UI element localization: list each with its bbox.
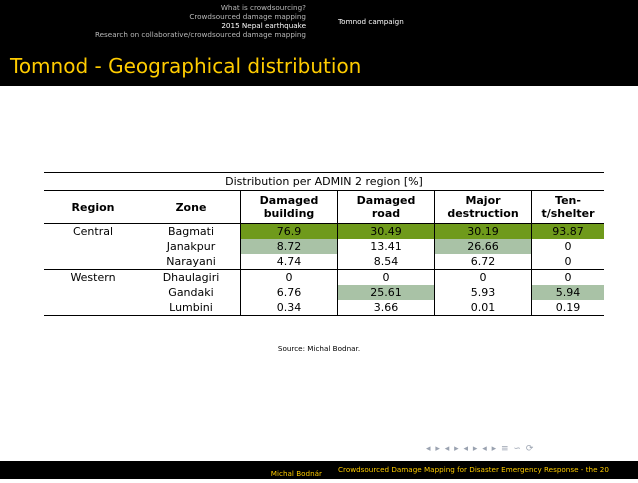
cell-zone: Lumbini bbox=[142, 300, 241, 316]
navigation-bar: What is crowdsourcing? Crowdsourced dama… bbox=[0, 0, 638, 46]
section-list: What is crowdsourcing? Crowdsourced dama… bbox=[0, 0, 332, 46]
cell-zone: Janakpur bbox=[142, 239, 241, 254]
cell-building: 0 bbox=[240, 269, 338, 285]
nav-section-link-active[interactable]: 2015 Nepal earthquake bbox=[221, 21, 306, 30]
header-damaged-road: Damaged road bbox=[337, 190, 435, 224]
table-caption-row: Distribution per ADMIN 2 region [%] bbox=[44, 172, 604, 191]
header-major-destruction: Major destruction bbox=[434, 190, 532, 224]
cell-major: 6.72 bbox=[434, 254, 532, 270]
cell-road: 25.61 bbox=[337, 285, 435, 300]
cell-major: 0 bbox=[434, 269, 532, 285]
nav-section-link[interactable]: What is crowdsourcing? bbox=[220, 3, 306, 12]
cell-major: 0.01 bbox=[434, 300, 532, 316]
header-zone: Zone bbox=[142, 190, 241, 224]
cell-region bbox=[44, 285, 142, 300]
nav-subsection-link[interactable]: Tomnod campaign bbox=[338, 17, 404, 26]
table-caption: Distribution per ADMIN 2 region [%] bbox=[44, 172, 604, 191]
cell-region: Western bbox=[44, 269, 142, 285]
header-text: destruction bbox=[447, 207, 519, 220]
cell-tent: 0 bbox=[531, 269, 604, 285]
cell-road: 3.66 bbox=[337, 300, 435, 316]
cell-major: 26.66 bbox=[434, 239, 532, 254]
cell-building: 4.74 bbox=[240, 254, 338, 270]
cell-zone: Bagmati bbox=[142, 223, 241, 239]
header-damaged-building: Damaged building bbox=[240, 190, 338, 224]
nav-section-link[interactable]: Crowdsourced damage mapping bbox=[189, 12, 306, 21]
header-tent-shelter: Ten- t/shelter bbox=[531, 190, 604, 224]
header-text: road bbox=[371, 207, 401, 220]
cell-building: 8.72 bbox=[240, 239, 338, 254]
header-text: Damaged bbox=[259, 194, 319, 207]
cell-tent: 0 bbox=[564, 254, 572, 268]
table-header-row: Region Zone Damaged building Damaged roa… bbox=[44, 190, 604, 224]
cell-major: 30.19 bbox=[434, 223, 532, 239]
cell-region: Central bbox=[72, 224, 114, 238]
table-row: Western Dhaulagiri 0 0 0 0 bbox=[44, 269, 604, 285]
cell-zone: Dhaulagiri bbox=[142, 269, 241, 285]
footer-author: Michal Bodnár bbox=[270, 469, 322, 478]
header-text: Ten- bbox=[555, 194, 581, 207]
header-text: Damaged bbox=[356, 194, 416, 207]
cell-zone: Narayani bbox=[142, 254, 241, 270]
table-row: Gandaki 6.76 25.61 5.93 5.94 bbox=[44, 285, 604, 300]
table-row: Central Bagmati 76.9 30.49 30.19 93.87 bbox=[44, 223, 604, 239]
source-note: Source: Michal Bodnar. bbox=[277, 344, 361, 353]
header-text: building bbox=[263, 207, 315, 220]
cell-building: 0.34 bbox=[240, 300, 338, 316]
header-text: Major bbox=[465, 194, 501, 207]
cell-major: 5.93 bbox=[434, 285, 532, 300]
distribution-table: Distribution per ADMIN 2 region [%] Regi… bbox=[44, 172, 604, 316]
cell-building: 6.76 bbox=[240, 285, 338, 300]
table-row: Lumbini 0.34 3.66 0.01 0.19 bbox=[44, 300, 604, 316]
cell-region bbox=[44, 300, 142, 316]
table-row: Narayani 4.74 8.54 6.72 0 bbox=[44, 254, 604, 270]
header-region: Region bbox=[44, 190, 142, 224]
cell-building: 76.9 bbox=[240, 223, 338, 239]
cell-tent: 93.87 bbox=[531, 223, 604, 239]
cell-road: 8.54 bbox=[337, 254, 435, 270]
beamer-navigation-icons[interactable]: ◂ ▸ ◂ ▸ ◂ ▸ ◂ ▸ ≡ ∽ ⟳ bbox=[426, 444, 535, 454]
slide-title: Tomnod - Geographical distribution bbox=[10, 54, 362, 78]
cell-tent: 5.94 bbox=[531, 285, 604, 300]
table-row: Janakpur 8.72 13.41 26.66 0 bbox=[44, 239, 604, 254]
cell-tent: 0.19 bbox=[531, 300, 604, 316]
cell-road: 13.41 bbox=[337, 239, 435, 254]
cell-road: 30.49 bbox=[337, 223, 435, 239]
footer-author-box: Michal Bodnár bbox=[0, 461, 332, 479]
frame-title-bar: Tomnod - Geographical distribution bbox=[0, 46, 638, 86]
cell-road: 0 bbox=[337, 269, 435, 285]
cell-region bbox=[44, 239, 142, 254]
footer-title: Crowdsourced Damage Mapping for Disaster… bbox=[338, 465, 609, 474]
cell-region bbox=[44, 254, 142, 270]
cell-tent: 0 bbox=[564, 239, 572, 253]
cell-zone: Gandaki bbox=[142, 285, 241, 300]
nav-section-link[interactable]: Research on collaborative/crowdsourced d… bbox=[94, 30, 306, 39]
footer-bar: Michal Bodnár Crowdsourced Damage Mappin… bbox=[0, 461, 638, 479]
header-text: t/shelter bbox=[541, 207, 595, 220]
subsection-list: Tomnod campaign bbox=[332, 0, 638, 46]
